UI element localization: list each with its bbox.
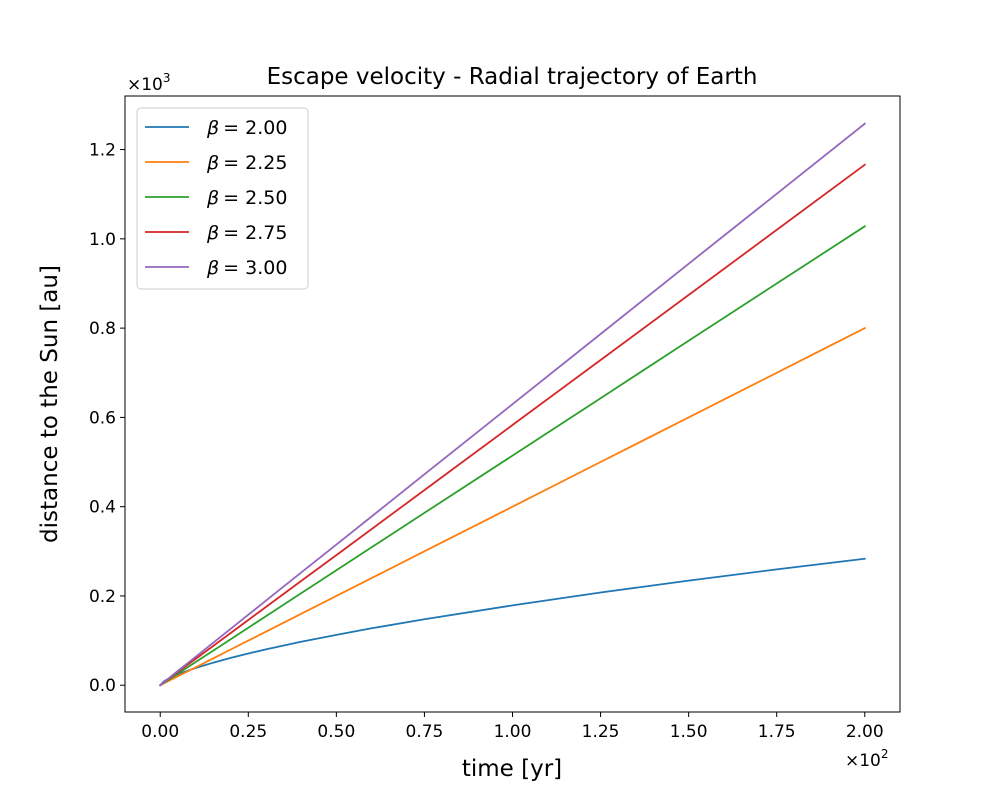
y-tick-label: 0.0 [89,676,116,696]
x-multiplier-exponent: 2 [881,747,889,761]
y-multiplier-base: ×10 [127,75,163,95]
y-axis-multiplier: ×103 [127,71,171,95]
legend-box [136,107,309,290]
legend-value: = 2.75 [223,222,287,244]
chart-title: Escape velocity - Radial trajectory of E… [267,64,758,90]
x-tick-label: 1.00 [494,722,532,742]
legend-label-4: β = 3.00 [206,257,287,279]
x-tick-label: 1.75 [758,722,796,742]
x-axis: 0.00 0.25 0.50 0.75 1.00 1.25 1.50 1.75 2.00 [141,712,884,742]
legend-value: = 2.25 [223,152,287,174]
legend-symbol: β [206,222,219,244]
x-tick-label: 1.50 [670,722,708,742]
x-tick-label: 0.25 [229,722,267,742]
x-multiplier-base: ×10 [845,751,881,771]
legend-symbol: β [206,152,219,174]
x-axis-multiplier: ×102 [845,747,889,771]
x-tick-label: 2.00 [846,722,884,742]
legend-value: = 2.50 [223,187,287,209]
series-line-1 [158,326,867,687]
legend-label-2: β = 2.50 [206,187,287,209]
legend-symbol: β [206,187,219,209]
y-tick-label: 0.8 [89,319,116,339]
legend-label-1: β = 2.25 [206,152,287,174]
legend-label-3: β = 2.75 [206,222,287,244]
x-tick-label: 0.00 [141,722,179,742]
y-tick-label: 0.4 [89,498,116,518]
y-tick-label: 0.6 [89,408,116,428]
legend-symbol: β [206,117,219,139]
y-axis: 0.0 0.2 0.4 0.6 0.8 1.0 1.2 [89,141,125,696]
legend-label-0: β = 2.00 [206,117,287,139]
legend-symbol: β [206,257,219,279]
y-tick-label: 1.0 [89,230,116,250]
x-tick-label: 0.50 [317,722,355,742]
series-lines [158,122,867,687]
y-multiplier-exponent: 3 [163,71,171,85]
legend: β = 2.00β = 2.25β = 2.50β = 2.75β = 3.00 [136,107,309,290]
legend-value: = 3.00 [223,257,287,279]
x-axis-label: time [yr] [462,756,562,782]
y-tick-label: 0.2 [89,587,116,607]
x-tick-label: 1.25 [582,722,620,742]
y-axis-label: distance to the Sun [au] [37,265,63,543]
y-tick-label: 1.2 [89,141,116,161]
series-line-2 [158,225,867,687]
legend-value: = 2.00 [223,117,287,139]
x-tick-label: 0.75 [406,722,444,742]
series-line-4 [158,122,867,687]
